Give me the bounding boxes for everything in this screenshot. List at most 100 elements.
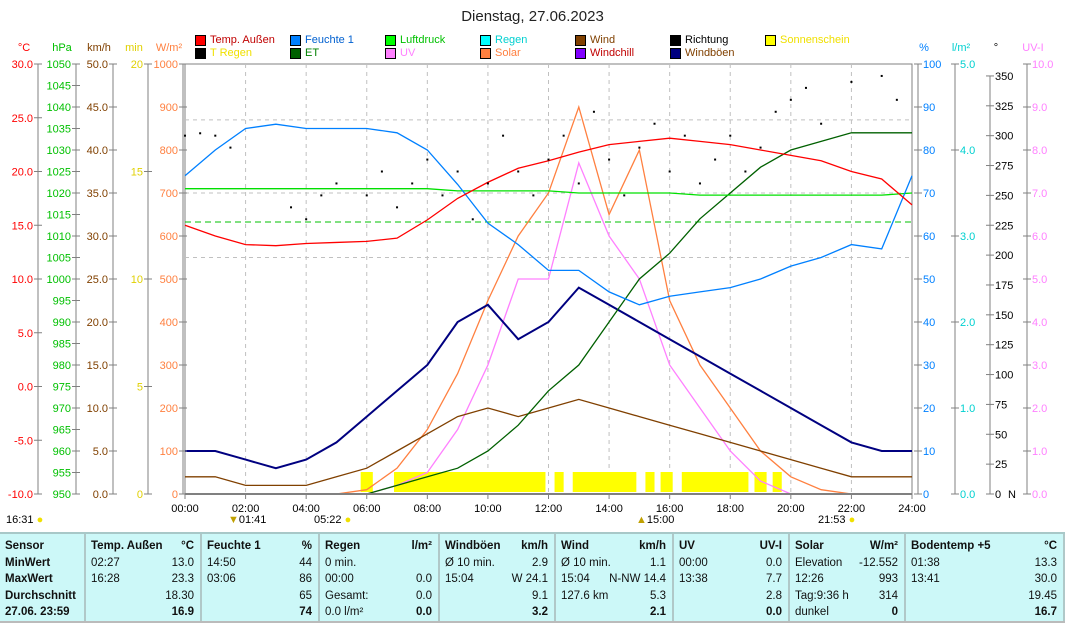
legend-label: Richtung xyxy=(685,34,729,46)
x-tick-label: 00:00 xyxy=(171,503,199,515)
axis-tick-label: 8.0 xyxy=(1032,145,1047,157)
x-tick-label: 24:00 xyxy=(898,503,926,515)
legend-label: ET xyxy=(305,47,320,59)
axis-tick-label: 0 xyxy=(995,489,1001,501)
stat-row: Ø 10 min. 1.1 xyxy=(561,556,666,569)
axis-tick-label: 1.0 xyxy=(960,403,975,415)
legend-swatch xyxy=(575,47,586,59)
legend-swatch xyxy=(575,34,586,46)
direction-point xyxy=(456,170,459,173)
axis-tick-label: 600 xyxy=(160,231,178,243)
sunshine-bar xyxy=(681,472,749,492)
axis-tick-label: 4.0 xyxy=(1032,317,1047,329)
axis-tick-label: 5.0 xyxy=(960,59,975,71)
axis-tick-label: 1050 xyxy=(47,59,71,71)
axis-tick-label: 800 xyxy=(160,145,178,157)
x-tick-label: 02:00 xyxy=(232,503,260,515)
legend-label: Regen xyxy=(495,34,528,46)
axis-tick-label: 995 xyxy=(53,296,71,308)
legend-item: Richtung xyxy=(670,34,728,46)
stat-row: 18.30 xyxy=(165,589,194,602)
axis-tick-label: 350 xyxy=(995,71,1013,83)
axis-tick-label: 500 xyxy=(160,274,178,286)
axis-tick-label: 275 xyxy=(995,161,1013,173)
stat-row: Gesamt: 0.0 xyxy=(325,589,432,602)
x-tick-label: 10:00 xyxy=(474,503,502,515)
stat-row: Elevation -12.552 xyxy=(795,556,898,569)
stat-row: 12:26 993 xyxy=(795,573,898,585)
axis-tick-label: 20.0 xyxy=(12,167,33,179)
sunshine-bar xyxy=(754,472,767,492)
stat-header: Bodentemp +5 °C xyxy=(911,540,1057,552)
axis-unit-uv: UV-I xyxy=(1022,42,1043,54)
direction-point xyxy=(895,98,898,101)
direction-point xyxy=(365,194,368,197)
direction-point xyxy=(199,132,202,135)
legend-swatch xyxy=(195,47,206,59)
axis-tick-label: 100 xyxy=(923,59,941,71)
axis-tick-label: 5.0 xyxy=(18,328,33,340)
legend-swatch xyxy=(765,34,776,46)
legend-item: T Regen xyxy=(195,47,252,59)
x-tick-label: 04:00 xyxy=(292,503,320,515)
direction-point xyxy=(744,170,747,173)
stat-row: MinWert xyxy=(5,556,51,569)
stat-row: Tag:9:36 h 314 xyxy=(795,589,898,602)
axis-tick-label: 75 xyxy=(995,399,1007,411)
stat-row: 15:04 W 24.1 xyxy=(445,573,548,585)
stat-header: Windböen km/h xyxy=(445,540,548,552)
stat-header: Wind km/h xyxy=(561,540,666,552)
axis-tick-label: 80 xyxy=(923,145,935,157)
legend-label: Solar xyxy=(495,47,521,59)
axis-tick-label: 0 xyxy=(923,489,929,501)
axis-tick-label: 0.0 xyxy=(93,489,108,501)
axis-tick-label: 200 xyxy=(160,403,178,415)
axis-tick-label: 970 xyxy=(53,403,71,415)
direction-point xyxy=(320,194,323,197)
axis-unit-wind: km/h xyxy=(87,42,111,54)
axis-tick-label: 1035 xyxy=(47,124,71,136)
axis-tick-label: 25 xyxy=(995,459,1007,471)
legend-swatch xyxy=(290,34,301,46)
stat-column: Solar W/m² Elevation -12.552 12:26 993 Tag:9:3… xyxy=(790,534,906,621)
axis-tick-label: 1.0 xyxy=(1032,446,1047,458)
stat-row: 15:04 N-NW 14.4 xyxy=(561,573,666,585)
axis-tick-label: 100 xyxy=(995,370,1013,382)
direction-point xyxy=(502,134,505,137)
axis-tick-label: 25.0 xyxy=(12,113,33,125)
sunshine-bar xyxy=(645,472,655,492)
axis-tick-label: 975 xyxy=(53,382,71,394)
legend-item: Sonnenschein xyxy=(765,34,850,46)
axis-tick-label: 980 xyxy=(53,360,71,372)
direction-point xyxy=(668,170,671,173)
axis-tick-label: 25.0 xyxy=(87,274,108,286)
direction-point xyxy=(608,158,611,161)
legend-swatch xyxy=(670,34,681,46)
direction-point xyxy=(789,98,792,101)
legend-label: UV xyxy=(400,47,416,59)
stat-row: 13:41 30.0 xyxy=(911,573,1057,585)
direction-point xyxy=(380,170,383,173)
stat-header: Temp. Außen °C xyxy=(91,540,194,552)
direction-point xyxy=(229,146,232,149)
stat-column: Windböen km/h Ø 10 min. 2.9 15:04 W 24.1 9.1 3.… xyxy=(440,534,556,621)
axis-tick-label: 90 xyxy=(923,102,935,114)
legend-label: Temp. Außen xyxy=(210,34,275,46)
legend-label: T Regen xyxy=(210,47,252,59)
direction-point xyxy=(214,134,217,137)
axis-unit-dir: ° xyxy=(994,42,998,54)
axis-tick-label: 30.0 xyxy=(87,231,108,243)
axis-tick-label: 10.0 xyxy=(87,403,108,415)
legend-item: Feuchte 1 xyxy=(290,34,354,46)
legend-swatch xyxy=(385,47,396,59)
axis-tick-label: 985 xyxy=(53,339,71,351)
x-tick-label: 18:00 xyxy=(716,503,744,515)
direction-point xyxy=(471,218,474,221)
moonrise-annotation: ▼01:41 xyxy=(228,514,267,526)
stat-header: Regen l/m² xyxy=(325,540,432,552)
direction-point xyxy=(184,134,186,137)
moonset-annotation: 16:31 ● xyxy=(6,514,44,526)
stat-row: 2.8 xyxy=(766,589,782,602)
direction-point xyxy=(305,218,308,221)
stat-row: 16.9 xyxy=(171,606,194,618)
